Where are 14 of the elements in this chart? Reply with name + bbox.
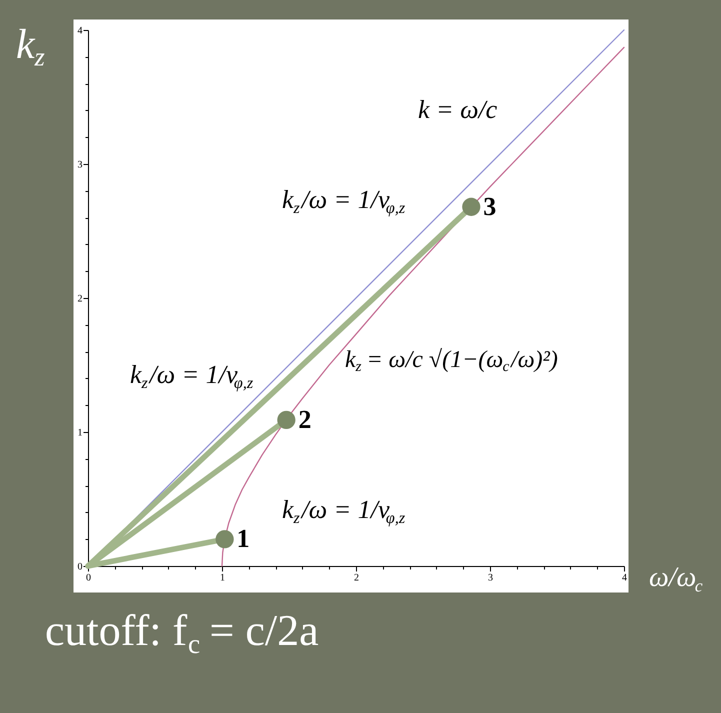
annotation: 1 — [236, 524, 250, 554]
y-tick-label: 3 — [78, 160, 82, 170]
x-tick-label: 1 — [220, 572, 225, 584]
annotation: k = ω/c — [418, 95, 498, 124]
x-tick-label: 3 — [488, 572, 493, 584]
y-tick-label: 2 — [78, 294, 82, 304]
x-tick-label: 2 — [354, 572, 359, 584]
y-tick-label: 4 — [78, 26, 82, 36]
y-tick-label: 0 — [78, 562, 82, 572]
annotation: 2 — [298, 404, 312, 434]
x-tick-label: 0 — [86, 572, 91, 584]
y-tick-label: 1 — [78, 428, 82, 438]
x-tick-label: 4 — [622, 572, 627, 584]
annotation: 3 — [483, 192, 496, 221]
